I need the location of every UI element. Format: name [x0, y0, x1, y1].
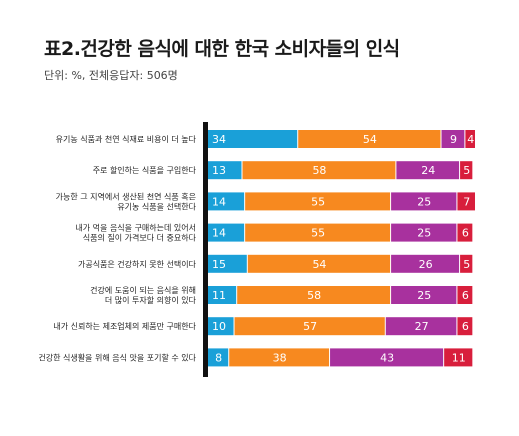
bar-segment [247, 254, 391, 273]
bar-segment [391, 286, 457, 304]
bar-segment [460, 254, 473, 273]
bar-value-label: 57 [303, 320, 317, 333]
bar-segment [245, 223, 391, 242]
bar-value-label: 9 [450, 133, 457, 146]
bars-group: 34 54 9 4 13 58 24 5 14 55 25 7 14 55 25 6 15 54 26 5 11 58 25… [208, 130, 475, 367]
bar-segment [245, 192, 391, 211]
bar-value-label: 13 [212, 164, 226, 177]
category-label: 가능한 그 지역에서 생산된 천연 식품 혹은 유기농 식품을 선택한다 [56, 191, 197, 211]
bar-value-label: 11 [452, 351, 466, 364]
chart-subtitle: 단위: %, 전체응답자: 506명 [44, 69, 178, 82]
bar-value-label: 55 [311, 227, 325, 240]
bar-segment [444, 348, 473, 367]
category-label-line: 내가 신뢰하는 제조업체의 제품만 구매한다 [53, 321, 196, 331]
bar-value-label: 25 [417, 289, 431, 302]
bar-value-label: 8 [215, 351, 222, 364]
category-label-line: 식품의 질이 가격보다 더 중요하다 [83, 233, 197, 243]
bar-value-label: 15 [212, 258, 226, 271]
bar-segment [208, 161, 242, 180]
category-label-line: 유기농 식품을 선택한다 [117, 201, 196, 211]
category-label-line: 가공식품은 건강하지 못한 선택이다 [78, 259, 197, 269]
bar-segment [208, 286, 237, 304]
category-label-line: 주로 할인하는 식품을 구입한다 [93, 165, 197, 175]
bar-segment [391, 192, 457, 211]
bar-segment [457, 192, 475, 211]
category-label: 건강에 도움이 되는 음식을 위해 더 많이 투자할 의향이 있다 [90, 285, 196, 305]
bar-value-label: 34 [212, 133, 226, 146]
bar-segment [391, 254, 460, 273]
bar-value-label: 11 [212, 289, 226, 302]
category-label: 주로 할인하는 식품을 구입한다 [93, 165, 197, 175]
bar-segment [396, 161, 460, 180]
bar-value-label: 25 [417, 227, 431, 240]
bar-segment [237, 286, 391, 304]
bar-value-label: 27 [415, 320, 429, 333]
category-label-line: 가능한 그 지역에서 생산된 천연 식품 혹은 [56, 191, 196, 201]
bar-segment [391, 223, 457, 242]
bar-segment [208, 130, 298, 148]
bar-segment [460, 161, 473, 180]
category-label-line: 유기농 식품과 천연 식재료 비용이 더 높다 [56, 134, 197, 144]
bar-value-label: 38 [273, 351, 287, 364]
category-label-line: 내가 먹을 음식을 구매하는데 있어서 [75, 223, 196, 233]
bar-value-label: 25 [417, 195, 431, 208]
category-label-line: 더 많이 투자할 의향이 있다 [105, 295, 197, 305]
bar-value-label: 5 [463, 258, 470, 271]
chart-title: 표2.건강한 음식에 대한 한국 소비자들의 인식 [44, 38, 400, 60]
bar-segment [457, 286, 473, 304]
bar-value-label: 4 [467, 133, 474, 146]
bar-value-label: 7 [463, 195, 470, 208]
bar-value-label: 43 [380, 351, 394, 364]
category-label: 건강한 식생활을 위해 음식 맛을 포기할 수 있다 [38, 352, 196, 362]
bar-value-label: 14 [212, 195, 226, 208]
bar-value-label: 26 [419, 258, 433, 271]
bar-value-label: 14 [212, 227, 226, 240]
category-label-line: 건강한 식생활을 위해 음식 맛을 포기할 수 있다 [38, 352, 196, 362]
bar-segment [208, 254, 247, 273]
category-label: 내가 먹을 음식을 구매하는데 있어서 식품의 질이 가격보다 더 중요하다 [75, 223, 196, 243]
bar-value-label: 54 [363, 133, 377, 146]
bar-segment [330, 348, 444, 367]
bar-segment [242, 161, 396, 180]
bar-segment [234, 317, 385, 336]
bar-segment [457, 317, 473, 336]
bar-segment [208, 223, 245, 242]
bar-value-label: 58 [307, 289, 321, 302]
category-label-line: 건강에 도움이 되는 음식을 위해 [90, 285, 196, 295]
bar-segment [385, 317, 457, 336]
bar-segment [229, 348, 330, 367]
y-axis-line [203, 122, 208, 377]
bar-segment [441, 130, 465, 148]
bar-value-label: 24 [421, 164, 435, 177]
bar-value-label: 6 [462, 289, 469, 302]
bar-value-label: 6 [462, 227, 469, 240]
category-label: 유기농 식품과 천연 식재료 비용이 더 높다 [56, 134, 197, 144]
bar-value-label: 58 [312, 164, 326, 177]
bar-value-label: 6 [462, 320, 469, 333]
category-label: 내가 신뢰하는 제조업체의 제품만 구매한다 [53, 321, 196, 331]
bar-value-label: 5 [463, 164, 470, 177]
bar-value-label: 55 [311, 195, 325, 208]
bar-segment [465, 130, 475, 148]
bar-segment [298, 130, 441, 148]
bar-segment [208, 192, 245, 211]
bar-value-label: 10 [212, 320, 226, 333]
category-label: 가공식품은 건강하지 못한 선택이다 [78, 259, 197, 269]
bar-segment [208, 317, 234, 336]
bar-value-label: 54 [312, 258, 326, 271]
bar-segment [208, 348, 229, 367]
bar-segment [457, 223, 473, 242]
